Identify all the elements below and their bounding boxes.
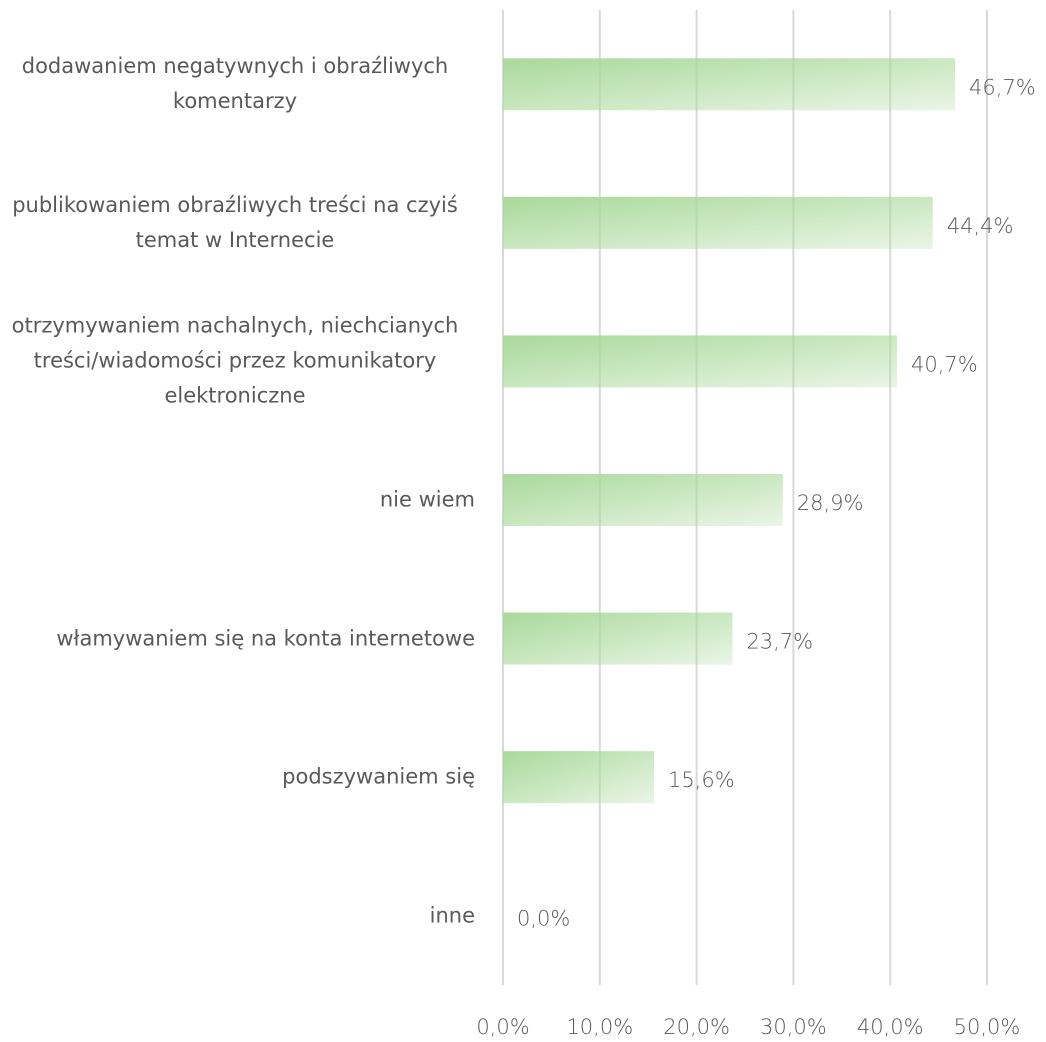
- data-label: 40,7%: [911, 352, 978, 376]
- bar: [503, 474, 783, 526]
- x-tick-label: 40,0%: [857, 1015, 924, 1039]
- bar: [503, 196, 933, 249]
- data-label: 46,7%: [969, 75, 1036, 99]
- category-label-box: inne: [0, 898, 475, 933]
- bar: [503, 58, 956, 111]
- y-tick-label: publikowaniem obraźliwych treści na czyi…: [12, 192, 458, 252]
- category-label-box: podszywaniem się: [0, 760, 475, 795]
- y-tick-label: inne: [429, 903, 475, 928]
- y-tick-label: włamywaniem się na konta internetowe: [56, 626, 475, 651]
- y-tick-label: nie wiem: [379, 487, 475, 512]
- bar: [503, 335, 897, 388]
- category-label-box: publikowaniem obraźliwych treści na czyi…: [0, 188, 475, 258]
- bar: [503, 612, 733, 665]
- data-label: 0,0%: [517, 907, 570, 931]
- category-label-box: dodawaniem negatywnych i obraźliwych kom…: [0, 49, 475, 119]
- y-tick-label: dodawaniem negatywnych i obraźliwych kom…: [21, 54, 449, 114]
- category-label-box: otrzymywaniem nachalnych, niechcianych t…: [0, 309, 475, 414]
- x-tick-label: 10,0%: [566, 1015, 633, 1039]
- x-tick-label: 0,0%: [476, 1015, 529, 1039]
- x-tick-label: 20,0%: [663, 1015, 730, 1039]
- data-label: 15,6%: [668, 768, 735, 792]
- category-label-box: nie wiem: [0, 483, 475, 518]
- x-tick-label: 50,0%: [954, 1015, 1021, 1039]
- y-tick-label: podszywaniem się: [282, 764, 475, 789]
- bar: [503, 751, 655, 804]
- data-label: 44,4%: [947, 214, 1014, 238]
- data-label: 28,9%: [797, 491, 864, 515]
- data-label: 23,7%: [746, 630, 813, 654]
- category-label-box: włamywaniem się na konta internetowe: [0, 621, 475, 656]
- y-tick-label: otrzymywaniem nachalnych, niechcianych t…: [11, 313, 459, 408]
- x-tick-label: 30,0%: [760, 1015, 827, 1039]
